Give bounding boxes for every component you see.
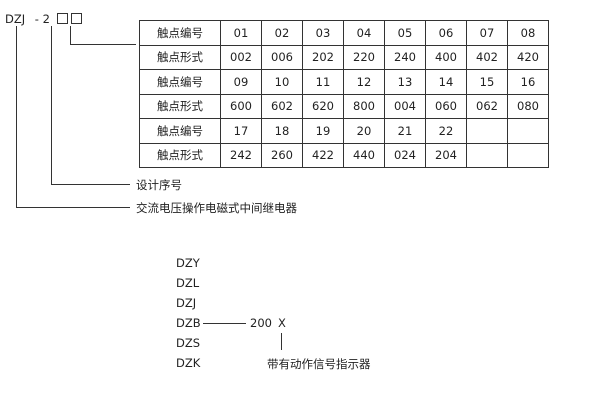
suffix-code: 200 [250, 316, 272, 330]
row-label: 触点形式 [139, 142, 221, 168]
table-cell: 402 [466, 44, 508, 70]
table-row: 触点编号 09 10 11 12 13 14 15 16 [139, 69, 549, 95]
connector-line [203, 323, 246, 324]
table-cell [507, 118, 549, 144]
series-item: DZL [176, 276, 200, 290]
series-item: DZK [176, 356, 201, 370]
connector-line [70, 26, 71, 44]
table-row: 触点编号 17 18 19 20 21 22 [139, 118, 549, 144]
table-cell: 440 [343, 142, 385, 168]
table-cell: 06 [425, 20, 467, 46]
connector-line [51, 184, 130, 185]
table-cell: 02 [261, 20, 303, 46]
indicator-description: 带有动作信号指示器 [267, 357, 371, 371]
model-series: - 2 [34, 12, 50, 26]
connector-line [70, 44, 136, 45]
table-cell: 22 [425, 118, 467, 144]
table-cell: 062 [466, 93, 508, 119]
table-cell: 002 [220, 44, 262, 70]
model-code: DZJ - 2 [5, 12, 82, 26]
series-item: DZS [176, 336, 201, 350]
table-cell: 024 [384, 142, 426, 168]
table-cell: 602 [261, 93, 303, 119]
table-cell: 220 [343, 44, 385, 70]
table-cell [466, 142, 508, 168]
table-cell: 03 [302, 20, 344, 46]
series-item: DZY [176, 256, 200, 270]
contact-table: 触点编号 01 02 03 04 05 06 07 08 触点形式 002 006 202 220 240 4… [139, 20, 549, 168]
table-cell: 10 [261, 69, 303, 95]
table-cell: 080 [507, 93, 549, 119]
table-cell: 240 [384, 44, 426, 70]
table-cell: 18 [261, 118, 303, 144]
table-row: 触点形式 242 260 422 440 024 204 [139, 142, 549, 168]
table-cell: 242 [220, 142, 262, 168]
table-cell: 204 [425, 142, 467, 168]
table-cell: 800 [343, 93, 385, 119]
model-prefix: DZJ [5, 12, 26, 26]
table-cell: 20 [343, 118, 385, 144]
design-serial-label: 设计序号 [136, 178, 182, 192]
table-cell: 15 [466, 69, 508, 95]
row-label: 触点形式 [139, 44, 221, 70]
table-cell: 14 [425, 69, 467, 95]
table-cell: 21 [384, 118, 426, 144]
table-cell: 05 [384, 20, 426, 46]
table-cell: 422 [302, 142, 344, 168]
series-item: DZB [176, 316, 201, 330]
table-cell: 19 [302, 118, 344, 144]
table-cell: 04 [343, 20, 385, 46]
placeholder-box [56, 13, 68, 24]
connector-line [281, 333, 282, 350]
table-cell: 600 [220, 93, 262, 119]
table-cell: 202 [302, 44, 344, 70]
table-cell: 01 [220, 20, 262, 46]
table-cell: 260 [261, 142, 303, 168]
connector-line [16, 26, 17, 207]
table-cell: 09 [220, 69, 262, 95]
row-label: 触点编号 [139, 118, 221, 144]
row-label: 触点编号 [139, 69, 221, 95]
table-cell: 16 [507, 69, 549, 95]
table-cell: 07 [466, 20, 508, 46]
suffix-flag: X [278, 316, 286, 330]
row-label: 触点形式 [139, 93, 221, 119]
table-cell [466, 118, 508, 144]
table-cell: 13 [384, 69, 426, 95]
placeholder-box [70, 13, 82, 24]
table-cell: 060 [425, 93, 467, 119]
table-row: 触点形式 002 006 202 220 240 400 402 420 [139, 44, 549, 70]
series-item: DZJ [176, 296, 197, 310]
table-cell: 11 [302, 69, 344, 95]
row-label: 触点编号 [139, 20, 221, 46]
connector-line [16, 207, 130, 208]
table-row: 触点形式 600 602 620 800 004 060 062 080 [139, 93, 549, 119]
table-row: 触点编号 01 02 03 04 05 06 07 08 [139, 20, 549, 46]
table-cell: 08 [507, 20, 549, 46]
table-cell: 004 [384, 93, 426, 119]
table-cell: 420 [507, 44, 549, 70]
table-cell: 006 [261, 44, 303, 70]
table-cell: 620 [302, 93, 344, 119]
table-cell: 17 [220, 118, 262, 144]
table-cell [507, 142, 549, 168]
table-cell: 12 [343, 69, 385, 95]
relay-type-label: 交流电压操作电磁式中间继电器 [136, 201, 297, 215]
table-cell: 400 [425, 44, 467, 70]
connector-line [51, 26, 52, 184]
